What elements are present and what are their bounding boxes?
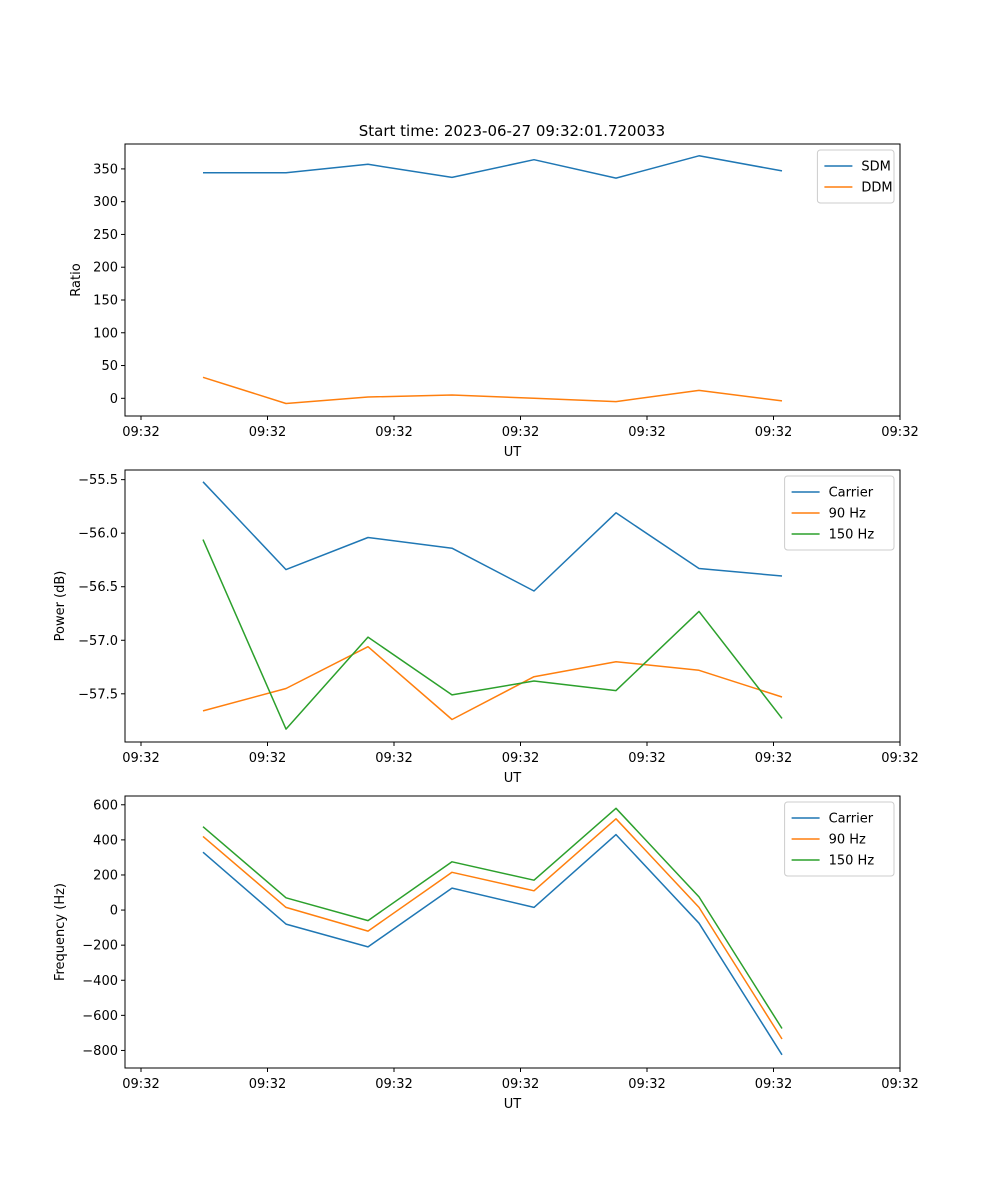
x-tick-label: 09:32 — [881, 751, 918, 766]
x-tick-label: 09:32 — [755, 425, 792, 440]
legend: Carrier 90 Hz 150 Hz — [784, 475, 895, 551]
x-axis-label: UT — [504, 1097, 522, 1112]
y-tick-label: 400 — [93, 833, 118, 848]
legend-label: Carrier — [829, 812, 874, 827]
x-tick-label: 09:32 — [122, 425, 159, 440]
x-tick-label: 09:32 — [375, 1077, 412, 1092]
y-tick-label: 100 — [93, 326, 118, 341]
series-line-90-hz — [202, 645, 783, 721]
y-tick-label: −57.5 — [78, 687, 118, 702]
y-tick-label: −400 — [82, 974, 118, 989]
subplot-power: 09:32 09:32 09:32 09:32 09:32 09:32 09:32 −57.5… — [53, 469, 919, 786]
x-tick-label: 09:32 — [122, 1077, 159, 1092]
legend-label: DDM — [861, 181, 892, 196]
axes-frame — [124, 795, 901, 1069]
x-tick-label: 09:32 — [249, 425, 286, 440]
x-tick-label: 09:32 — [628, 1077, 665, 1092]
legend: Carrier 90 Hz 150 Hz — [784, 801, 895, 877]
x-tick-label: 09:32 — [122, 751, 159, 766]
axes-frame — [124, 143, 901, 417]
y-tick-label: 200 — [93, 261, 118, 276]
y-tick-label: −57.0 — [78, 634, 118, 649]
series-line-carrier — [202, 481, 783, 592]
x-tick-label: 09:32 — [881, 1077, 918, 1092]
x-tick-label: 09:32 — [502, 425, 539, 440]
y-axis-label: Frequency (Hz) — [53, 883, 68, 981]
x-tick-label: 09:32 — [502, 1077, 539, 1092]
subplot-frequency: 09:32 09:32 09:32 09:32 09:32 09:32 09:32 −800 −… — [53, 795, 919, 1112]
x-tick-label: 09:32 — [755, 1077, 792, 1092]
y-tick-label: 200 — [93, 868, 118, 883]
legend-box — [784, 801, 895, 877]
legend-box — [784, 475, 895, 551]
x-tick-label: 09:32 — [375, 751, 412, 766]
x-tick-label: 09:32 — [628, 425, 665, 440]
axes-frame — [124, 469, 901, 743]
y-tick-label: 350 — [93, 162, 118, 177]
y-tick-label: −56.5 — [78, 580, 118, 595]
x-tick-label: 09:32 — [249, 1077, 286, 1092]
series-line-150-hz — [202, 539, 783, 730]
y-axis-label: Ratio — [69, 263, 84, 296]
y-tick-label: −56.0 — [78, 527, 118, 542]
y-tick-label: −800 — [82, 1044, 118, 1059]
x-tick-label: 09:32 — [249, 751, 286, 766]
y-tick-label: 0 — [110, 904, 118, 919]
y-axis-label: Power (dB) — [53, 571, 68, 642]
legend-label: Carrier — [829, 486, 874, 501]
series-line-150-hz — [202, 807, 783, 1029]
x-tick-label: 09:32 — [628, 751, 665, 766]
series-line-sdm — [203, 155, 783, 179]
legend-label: 90 Hz — [829, 833, 866, 848]
figure-title: Start time: 2023-06-27 09:32:01.720033 — [359, 122, 665, 140]
series-line-90-hz — [202, 818, 783, 1040]
legend-box — [816, 149, 895, 204]
y-tick-label: 600 — [93, 798, 118, 813]
x-tick-label: 09:32 — [755, 751, 792, 766]
legend-label: 90 Hz — [829, 507, 866, 522]
y-tick-label: −55.5 — [78, 473, 118, 488]
legend-label: 150 Hz — [829, 528, 875, 543]
series-line-ddm — [202, 376, 783, 405]
legend: SDM DDM — [816, 149, 895, 204]
x-tick-label: 09:32 — [375, 425, 412, 440]
y-tick-label: 50 — [101, 359, 118, 374]
x-tick-label: 09:32 — [502, 751, 539, 766]
y-tick-label: 250 — [93, 228, 118, 243]
y-tick-label: −600 — [82, 1009, 118, 1024]
legend-label: 150 Hz — [829, 854, 875, 869]
subplot-ratio: 09:32 09:32 09:32 09:32 09:32 09:32 09:32 0 50 10… — [69, 143, 919, 460]
y-tick-label: 300 — [93, 195, 118, 210]
x-tick-label: 09:32 — [881, 425, 918, 440]
y-tick-label: −200 — [82, 939, 118, 954]
y-tick-label: 0 — [110, 392, 118, 407]
series-line-carrier — [202, 833, 783, 1056]
y-tick-label: 150 — [93, 293, 118, 308]
x-axis-label: UT — [504, 771, 522, 786]
x-axis-label: UT — [504, 445, 522, 460]
legend-label: SDM — [861, 160, 890, 175]
